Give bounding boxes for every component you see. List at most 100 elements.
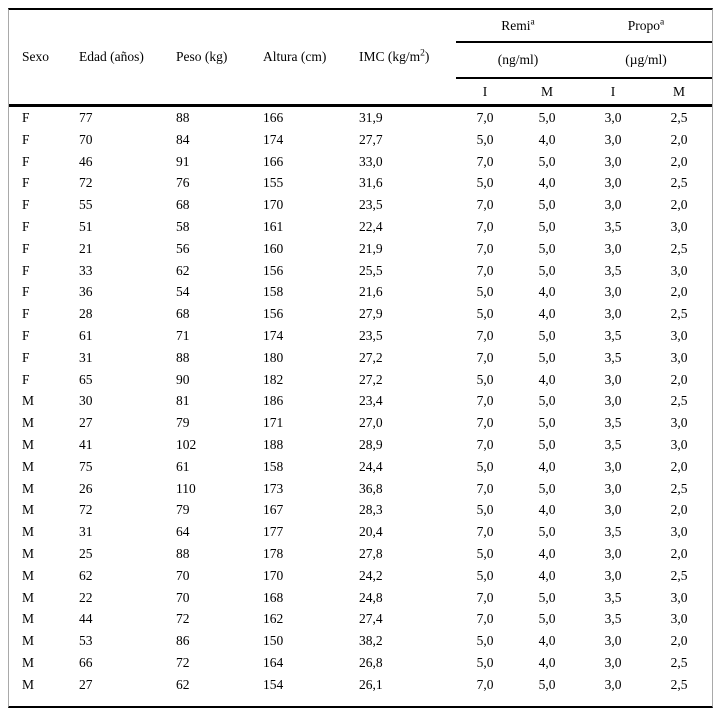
cell-imc: 23,5: [359, 327, 383, 343]
cell-sexo: M: [22, 654, 35, 670]
cell-peso: 58: [176, 218, 190, 234]
cell-propo-m: 3,0: [670, 415, 688, 431]
cell-remi-m: 5,0: [538, 327, 556, 343]
table-row: F 33 62 156 25,5 7,0 5,0 3,5 3,0: [9, 260, 712, 282]
cell-altura: 170: [263, 197, 284, 213]
cell-sexo: F: [22, 240, 30, 256]
cell-peso: 70: [176, 589, 190, 605]
cell-propo-i: 3,0: [604, 371, 622, 387]
cell-remi-i: 5,0: [476, 545, 494, 561]
cell-peso: 88: [176, 110, 190, 125]
cell-altura: 164: [263, 654, 284, 670]
cell-remi-i: 7,0: [476, 480, 494, 496]
cell-imc: 24,4: [359, 458, 383, 474]
cell-remi-i: 7,0: [476, 436, 494, 452]
cell-propo-m: 2,5: [670, 567, 688, 583]
cell-remi-m: 5,0: [538, 262, 556, 278]
cell-propo-i: 3,0: [604, 131, 622, 147]
cell-altura: 156: [263, 306, 284, 322]
column-header-peso: Peso (kg): [176, 49, 228, 64]
cell-sexo: F: [22, 371, 30, 387]
cell-propo-m: 2,0: [670, 197, 688, 213]
table-row: M 25 88 178 27,8 5,0 4,0 3,0 2,0: [9, 543, 712, 565]
cell-sexo: M: [22, 589, 35, 605]
cell-edad: 70: [79, 131, 93, 147]
cell-peso: 88: [176, 545, 190, 561]
cell-sexo: F: [22, 110, 30, 125]
cell-sexo: M: [22, 415, 35, 431]
cell-altura: 177: [263, 524, 284, 540]
cell-imc: 23,5: [359, 197, 383, 213]
cell-remi-i: 7,0: [476, 240, 494, 256]
cell-remi-i: 7,0: [476, 218, 494, 234]
cell-imc: 20,4: [359, 524, 383, 540]
table-row: F 28 68 156 27,9 5,0 4,0 3,0 2,5: [9, 303, 712, 325]
cell-imc: 27,8: [359, 545, 383, 561]
cell-imc: 23,4: [359, 393, 383, 409]
cell-remi-i: 7,0: [476, 110, 494, 125]
cell-sexo: M: [22, 545, 35, 561]
cell-imc: 26,8: [359, 654, 383, 670]
table-row: M 27 62 154 26,1 7,0 5,0 3,0 2,5: [9, 674, 712, 696]
cell-remi-i: 5,0: [476, 502, 494, 518]
column-header-edad: Edad (años): [79, 49, 144, 64]
cell-propo-m: 2,5: [670, 654, 688, 670]
cell-peso: 90: [176, 371, 190, 387]
cell-propo-i: 3,0: [604, 153, 622, 169]
table-body: F 77 88 166 31,9 7,0 5,0 3,0 2,5 F 70: [9, 106, 712, 696]
cell-sexo: M: [22, 676, 35, 692]
cell-remi-i: 5,0: [476, 306, 494, 322]
cell-edad: 28: [79, 306, 93, 322]
cell-peso: 54: [176, 284, 190, 300]
cell-edad: 61: [79, 327, 93, 343]
cell-altura: 180: [263, 349, 284, 365]
cell-propo-m: 2,0: [670, 131, 688, 147]
cell-propo-m: 3,0: [670, 589, 688, 605]
cell-altura: 167: [263, 502, 284, 518]
cell-remi-m: 5,0: [538, 240, 556, 256]
cell-propo-m: 2,5: [670, 240, 688, 256]
cell-altura: 166: [263, 153, 284, 169]
cell-propo-i: 3,0: [604, 633, 622, 649]
table-row: M 30 81 186 23,4 7,0 5,0 3,0 2,5: [9, 390, 712, 412]
cell-propo-i: 3,5: [604, 611, 622, 627]
cell-peso: 62: [176, 676, 190, 692]
cell-propo-m: 3,0: [670, 327, 688, 343]
cell-remi-m: 4,0: [538, 458, 556, 474]
cell-propo-m: 2,5: [670, 393, 688, 409]
table-row: F 46 91 166 33,0 7,0 5,0 3,0 2,0: [9, 151, 712, 173]
cell-peso: 81: [176, 393, 190, 409]
cell-remi-i: 5,0: [476, 371, 494, 387]
unit-header-remi: (ng/ml): [456, 42, 580, 79]
cell-edad: 22: [79, 589, 93, 605]
cell-peso: 68: [176, 306, 190, 322]
cell-sexo: F: [22, 218, 30, 234]
cell-imc: 27,7: [359, 131, 383, 147]
cell-imc: 25,5: [359, 262, 383, 278]
cell-peso: 91: [176, 153, 190, 169]
cell-sexo: M: [22, 611, 35, 627]
table-row: M 62 70 170 24,2 5,0 4,0 3,0 2,5: [9, 565, 712, 587]
cell-remi-i: 7,0: [476, 611, 494, 627]
cell-remi-m: 5,0: [538, 676, 556, 692]
cell-remi-m: 5,0: [538, 436, 556, 452]
cell-propo-i: 3,0: [604, 480, 622, 496]
table-row: F 21 56 160 21,9 7,0 5,0 3,0 2,5: [9, 238, 712, 260]
cell-remi-m: 4,0: [538, 284, 556, 300]
cell-remi-m: 4,0: [538, 654, 556, 670]
cell-edad: 72: [79, 175, 93, 191]
cell-sexo: F: [22, 349, 30, 365]
cell-propo-i: 3,5: [604, 349, 622, 365]
table-row: F 70 84 174 27,7 5,0 4,0 3,0 2,0: [9, 129, 712, 151]
cell-remi-i: 5,0: [476, 633, 494, 649]
cell-remi-m: 5,0: [538, 480, 556, 496]
cell-remi-m: 4,0: [538, 175, 556, 191]
cell-propo-i: 3,0: [604, 458, 622, 474]
cell-remi-m: 5,0: [538, 153, 556, 169]
cell-propo-i: 3,0: [604, 502, 622, 518]
table-row: F 65 90 182 27,2 5,0 4,0 3,0 2,0: [9, 369, 712, 391]
cell-peso: 72: [176, 654, 190, 670]
table-row: M 53 86 150 38,2 5,0 4,0 3,0 2,0: [9, 630, 712, 652]
cell-remi-i: 5,0: [476, 175, 494, 191]
